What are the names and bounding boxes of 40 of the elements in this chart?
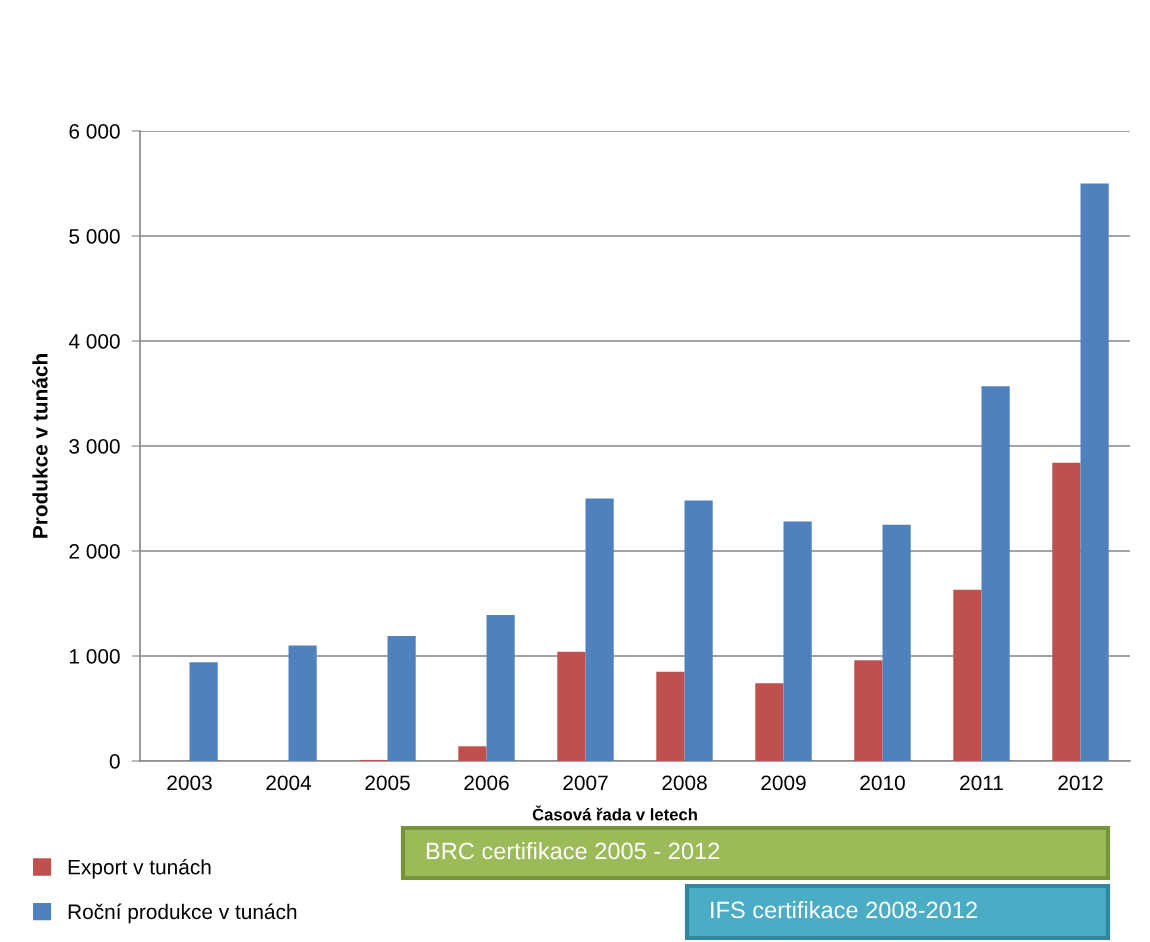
x-tick-label: 2005	[365, 775, 410, 791]
y-tick-label: 2 000	[69, 544, 120, 559]
bar	[854, 660, 883, 761]
text: BRC certifikace 2005 - 2012	[426, 841, 720, 860]
x-tick-label: 2008	[662, 775, 707, 791]
bar	[288, 645, 317, 761]
x-tick-label: 2003	[167, 775, 212, 791]
bar	[755, 683, 784, 761]
bar	[783, 521, 812, 761]
bar	[458, 746, 487, 761]
x-tick-label: 2006	[464, 775, 509, 791]
x-tick-label: 2007	[563, 775, 608, 791]
x-tick-label: 2011	[960, 775, 1003, 791]
y-tick-label: 4 000	[68, 334, 120, 349]
bar	[1052, 462, 1081, 761]
legend-label: Roční produkce v tunách	[68, 903, 297, 924]
bar	[189, 662, 218, 761]
bar	[1080, 183, 1109, 761]
bar	[557, 651, 586, 761]
bar	[953, 589, 982, 761]
x-tick-label: 2004	[266, 775, 312, 791]
legend-label: Export v tunách	[68, 858, 211, 879]
x-axis-title: Časová řada v letech	[532, 805, 697, 821]
bar	[684, 500, 713, 761]
y-tick-label: 5 000	[69, 229, 120, 244]
y-axis-title: Produkce v tunách	[32, 354, 48, 538]
y-tick-label: 3 000	[69, 439, 120, 454]
text: IFS certifikace 2008-2012	[711, 900, 977, 919]
bar	[981, 386, 1010, 761]
y-tick-label: 0	[109, 754, 120, 769]
x-tick-label: 2012	[1058, 775, 1103, 791]
y-tick-label: 1 000	[70, 649, 120, 664]
y-tick-label: 6 000	[69, 124, 120, 139]
x-tick-label: 2010	[860, 775, 905, 791]
bar	[656, 671, 685, 761]
bar	[387, 636, 416, 761]
bar	[585, 498, 614, 761]
bar	[486, 615, 515, 761]
bar	[882, 524, 911, 761]
x-tick-label: 2009	[761, 775, 806, 791]
